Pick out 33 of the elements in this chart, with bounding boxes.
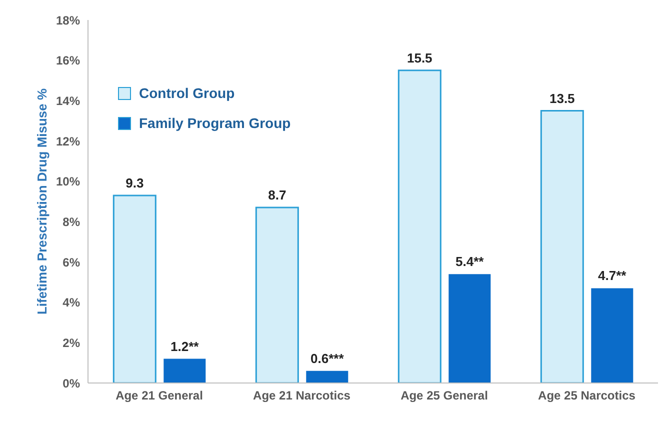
y-tick-label: 8% <box>62 214 80 229</box>
x-tick-label: Age 25 General <box>400 388 488 403</box>
bar <box>398 70 442 383</box>
data-label: 8.7 <box>268 188 286 203</box>
y-tick-label: 6% <box>62 255 80 270</box>
y-tick-label: 14% <box>56 94 80 108</box>
y-tick-label: 12% <box>56 134 80 148</box>
y-tick-label: 10% <box>56 174 80 189</box>
y-tick-label: 18% <box>56 13 80 28</box>
data-label: 5.4** <box>456 254 485 270</box>
data-label: 9.3 <box>126 175 144 190</box>
y-tick-label: 4% <box>62 296 80 310</box>
legend-label: Control Group <box>139 85 235 101</box>
bar <box>448 274 491 383</box>
bar <box>112 194 156 383</box>
x-tick-label: Age 21 Narcotics <box>253 388 351 403</box>
data-label: 15.5 <box>406 50 432 66</box>
data-label: 4.7** <box>598 268 628 284</box>
y-axis-title: Lifetime Prescription Drug Misuse % <box>34 88 50 315</box>
bar <box>164 358 206 383</box>
y-tick-label: 0% <box>62 376 80 390</box>
data-label: 13.5 <box>549 90 575 106</box>
y-tick-label: 16% <box>56 54 80 68</box>
data-label: 0.6*** <box>310 350 345 366</box>
data-label: 1.2** <box>170 338 200 354</box>
bar <box>540 110 584 383</box>
bar <box>591 288 634 383</box>
legend-label: Family Program Group <box>139 115 291 131</box>
bar <box>306 370 348 383</box>
x-tick-label: Age 21 General <box>116 388 203 403</box>
y-tick-label: 2% <box>62 336 80 350</box>
bar <box>255 206 299 383</box>
x-tick-label: Age 25 Narcotics <box>538 388 636 403</box>
